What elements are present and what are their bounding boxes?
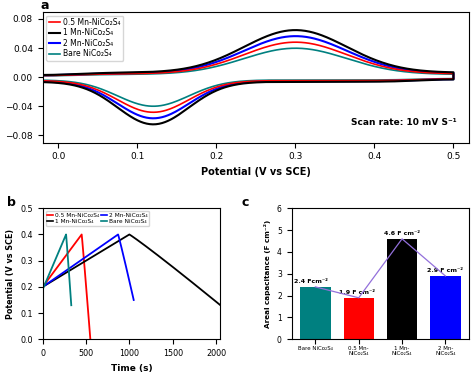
- Legend: 0.5 Mn-NiCo₂S₄, 1 Mn-NiCo₂S₄, 2 Mn-NiCo₂S₄, Bare NiCo₂S₄: 0.5 Mn-NiCo₂S₄, 1 Mn-NiCo₂S₄, 2 Mn-NiCo₂…: [46, 16, 123, 61]
- Bare NiCo₂S₄: [337, 78, 343, 82]
- 0.5 Mn-NiCo₂S₄: [90, 72, 96, 77]
- 1 Mn-NiCo₂S₄: [150, 122, 155, 127]
- Legend: 0.5 Mn-NiCo₂S₄, 1 Mn-NiCo₂S₄, 2 Mn-NiCo₂S₄, Bare NiCo₂S₄: 0.5 Mn-NiCo₂S₄, 1 Mn-NiCo₂S₄, 2 Mn-NiCo₂…: [46, 211, 149, 226]
- 2 Mn-NiCo₂S₄: [153, 116, 159, 121]
- Bare NiCo₂S₄: [40, 73, 46, 78]
- Bar: [344, 298, 374, 339]
- 0.5 Mn-NiCo₂S₄: [40, 73, 46, 78]
- Bar: [300, 287, 330, 339]
- Line: 2 Mn-NiCo₂S₄: 2 Mn-NiCo₂S₄: [43, 36, 454, 118]
- 2 Mn-NiCo₂S₄: [237, 81, 243, 85]
- Bare NiCo₂S₄: [40, 78, 46, 83]
- 2 Mn-NiCo₂S₄: [90, 71, 96, 76]
- Bare NiCo₂S₄: [293, 46, 299, 51]
- Bar: [387, 239, 417, 339]
- 0.5 Mn-NiCo₂S₄: [383, 78, 389, 83]
- Text: Scan rate: 10 mV S⁻¹: Scan rate: 10 mV S⁻¹: [351, 118, 456, 127]
- 1 Mn-NiCo₂S₄: [362, 80, 368, 84]
- Line: 1 Mn-NiCo₂S₄: 1 Mn-NiCo₂S₄: [43, 30, 454, 124]
- 2 Mn-NiCo₂S₄: [40, 73, 46, 78]
- 2 Mn-NiCo₂S₄: [362, 79, 368, 83]
- 0.5 Mn-NiCo₂S₄: [150, 110, 155, 115]
- Bare NiCo₂S₄: [362, 78, 368, 82]
- 1 Mn-NiCo₂S₄: [90, 71, 96, 76]
- 1 Mn-NiCo₂S₄: [153, 122, 159, 127]
- 0.5 Mn-NiCo₂S₄: [337, 78, 343, 83]
- 1 Mn-NiCo₂S₄: [293, 28, 299, 32]
- X-axis label: Time (s): Time (s): [111, 363, 152, 372]
- Bare NiCo₂S₄: [237, 79, 243, 84]
- 1 Mn-NiCo₂S₄: [383, 79, 389, 84]
- Bare NiCo₂S₄: [383, 78, 389, 82]
- 2 Mn-NiCo₂S₄: [337, 79, 343, 83]
- 2 Mn-NiCo₂S₄: [40, 79, 46, 84]
- 0.5 Mn-NiCo₂S₄: [293, 40, 299, 44]
- 0.5 Mn-NiCo₂S₄: [40, 78, 46, 83]
- Text: 4.6 F cm⁻²: 4.6 F cm⁻²: [384, 231, 420, 236]
- 2 Mn-NiCo₂S₄: [383, 79, 389, 83]
- 1 Mn-NiCo₂S₄: [337, 80, 343, 84]
- Bar: [430, 276, 461, 339]
- Y-axis label: Potential (V vs SCE): Potential (V vs SCE): [6, 229, 15, 319]
- 1 Mn-NiCo₂S₄: [237, 82, 243, 86]
- 2 Mn-NiCo₂S₄: [293, 34, 299, 39]
- 0.5 Mn-NiCo₂S₄: [237, 80, 243, 85]
- Bare NiCo₂S₄: [90, 73, 96, 77]
- 1 Mn-NiCo₂S₄: [40, 80, 46, 85]
- 1 Mn-NiCo₂S₄: [40, 73, 46, 77]
- Text: b: b: [7, 196, 16, 209]
- Text: a: a: [40, 0, 49, 12]
- X-axis label: Potential (V vs SCE): Potential (V vs SCE): [201, 167, 311, 177]
- 0.5 Mn-NiCo₂S₄: [362, 78, 368, 83]
- Bare NiCo₂S₄: [150, 104, 155, 108]
- Text: 2.4 Fcm⁻²: 2.4 Fcm⁻²: [294, 279, 328, 284]
- Text: 2.9 F cm⁻²: 2.9 F cm⁻²: [428, 268, 464, 273]
- Text: c: c: [242, 196, 249, 209]
- Line: Bare NiCo₂S₄: Bare NiCo₂S₄: [43, 48, 454, 106]
- Bare NiCo₂S₄: [153, 104, 159, 108]
- Line: 0.5 Mn-NiCo₂S₄: 0.5 Mn-NiCo₂S₄: [43, 42, 454, 112]
- 0.5 Mn-NiCo₂S₄: [153, 110, 159, 115]
- 2 Mn-NiCo₂S₄: [150, 116, 155, 121]
- Text: 1.9 F cm⁻²: 1.9 F cm⁻²: [338, 290, 374, 295]
- Y-axis label: Areal capacitance (F cm⁻²): Areal capacitance (F cm⁻²): [264, 220, 271, 328]
